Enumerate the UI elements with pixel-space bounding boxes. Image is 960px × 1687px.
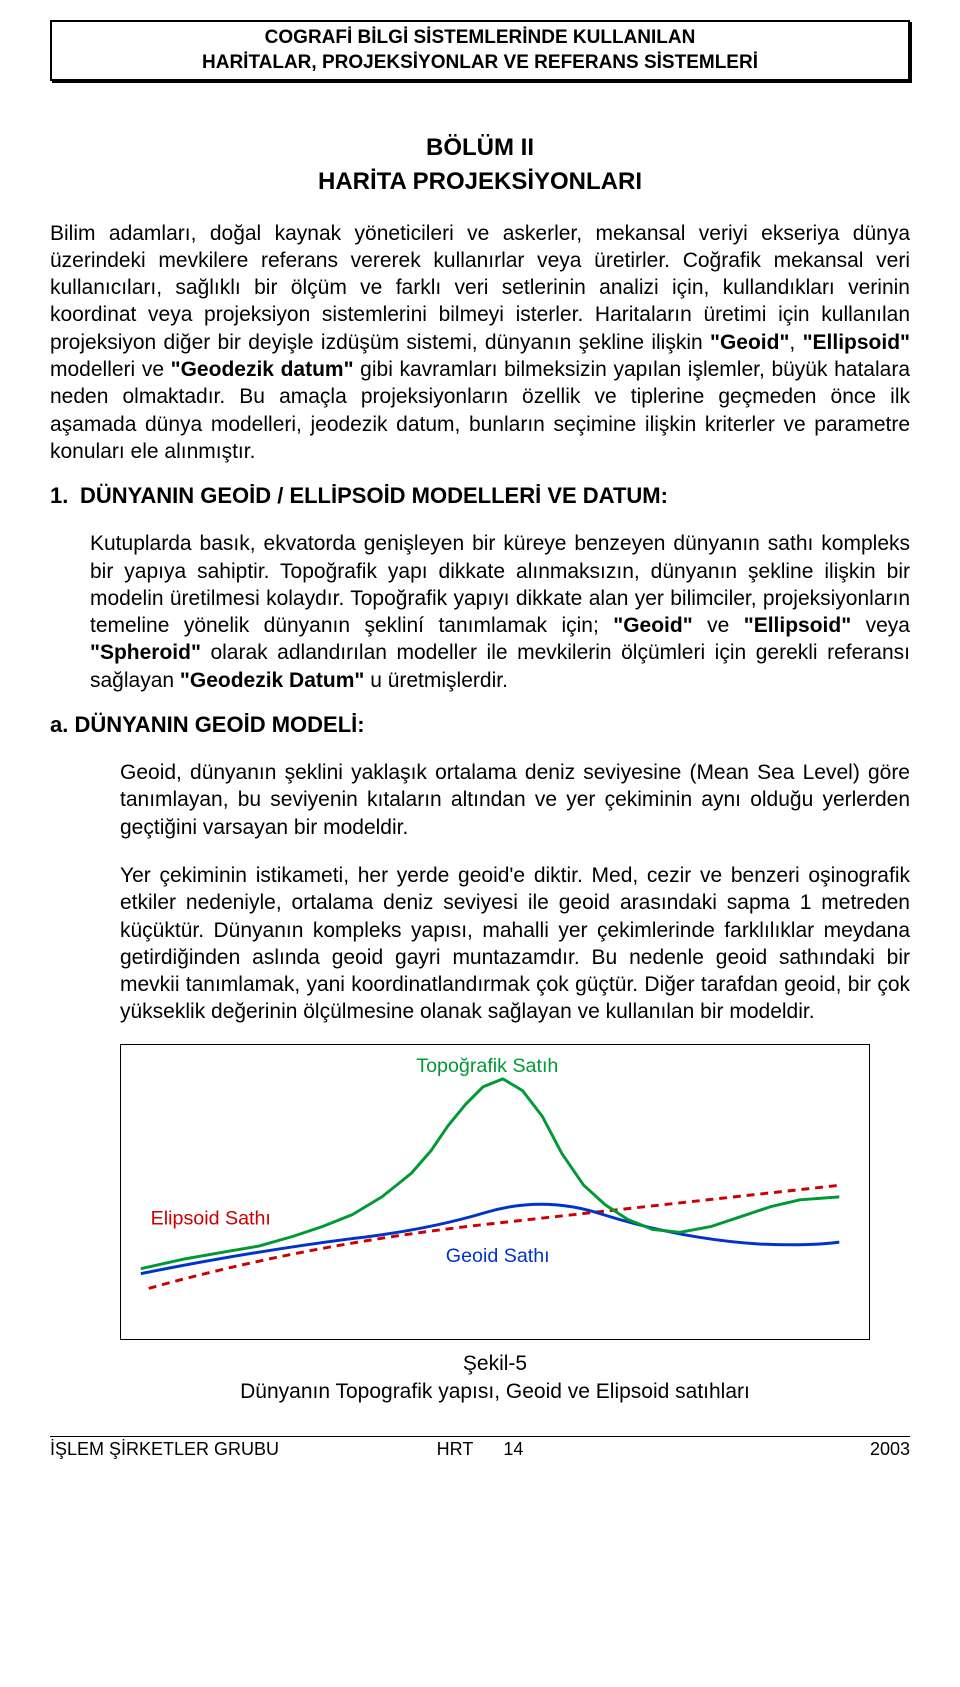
page-header: COGRAFİ BİLGİ SİSTEMLERİNDE KULLANILAN H… <box>50 20 910 81</box>
intro-bold-datum: "Geodezik datum" <box>171 358 354 381</box>
figure-5-caption-number: Şekil-5 <box>463 1352 527 1375</box>
figure-5-caption-text: Dünyanın Topografik yapısı, Geoid ve Eli… <box>240 1380 750 1403</box>
intro-text-e: modelleri ve <box>50 358 171 381</box>
header-line-2: HARİTALAR, PROJEKSİYONLAR VE REFERANS Sİ… <box>62 51 898 76</box>
intro-paragraph: Bilim adamları, doğal kaynak yöneticiler… <box>50 220 910 466</box>
heading-1: 1.DÜNYANIN GEOİD / ELLİPSOİD MODELLERİ V… <box>50 483 910 509</box>
figure-5: Topoğrafik Satıh Elipsoid Sathı Geoid Sath… <box>120 1044 870 1340</box>
footer-page-number: 14 <box>503 1439 523 1459</box>
svg-text:Elipsoid Sathı: Elipsoid Sathı <box>151 1207 271 1229</box>
svg-text:Topoğrafik Satıh: Topoğrafik Satıh <box>416 1055 558 1077</box>
figure-5-svg: Topoğrafik Satıh Elipsoid Sathı Geoid Sath… <box>131 1055 859 1325</box>
intro-text-c: , <box>789 331 802 354</box>
figure-5-caption: Şekil-5 Dünyanın Topografik yapısı, Geoi… <box>120 1350 870 1407</box>
heading-2-letter: a. <box>50 712 68 737</box>
header-line-1: COGRAFİ BİLGİ SİSTEMLERİNDE KULLANILAN <box>62 26 898 51</box>
p1-i: u üretmişlerdir. <box>364 669 508 692</box>
footer-code: HRT <box>437 1439 474 1459</box>
section-1-paragraph: Kutuplarda basık, ekvatorda genişleyen b… <box>90 530 910 694</box>
chapter-title: HARİTA PROJEKSİYONLARI <box>50 165 910 199</box>
p1-bold-spheroid: "Spheroid" <box>90 641 201 664</box>
p1-bold-geoid: "Geoid" <box>613 614 692 637</box>
page-footer: İŞLEM ŞİRKETLER GRUBU HRT 14 2003 <box>50 1436 910 1460</box>
p1-c: ve <box>693 614 744 637</box>
heading-1-title: DÜNYANIN GEOİD / ELLİPSOİD MODELLERİ VE … <box>80 483 668 508</box>
p1-bold-datum: "Geodezik Datum" <box>180 669 364 692</box>
chapter-number: BÖLÜM II <box>50 131 910 165</box>
footer-middle: HRT 14 <box>437 1439 524 1460</box>
heading-2: a. DÜNYANIN GEOİD MODELİ: <box>50 712 910 738</box>
geoid-paragraph-2: Yer çekiminin istikameti, her yerde geoi… <box>120 862 910 1026</box>
heading-1-number: 1. <box>50 483 80 509</box>
svg-text:Geoid Sathı: Geoid Sathı <box>446 1245 550 1267</box>
intro-bold-geoid: "Geoid" <box>710 331 789 354</box>
heading-2-title: DÜNYANIN GEOİD MODELİ: <box>74 712 364 737</box>
figure-5-inner: Topoğrafik Satıh Elipsoid Sathı Geoid Sath… <box>121 1045 869 1339</box>
footer-right: 2003 <box>523 1439 910 1460</box>
p1-e: veya <box>851 614 910 637</box>
footer-left: İŞLEM ŞİRKETLER GRUBU <box>50 1439 437 1460</box>
intro-bold-ellipsoid: "Ellipsoid" <box>803 331 910 354</box>
geoid-paragraph-1: Geoid, dünyanın şeklini yaklaşık ortalam… <box>120 759 910 841</box>
p1-bold-ellipsoid: "Ellipsoid" <box>744 614 851 637</box>
